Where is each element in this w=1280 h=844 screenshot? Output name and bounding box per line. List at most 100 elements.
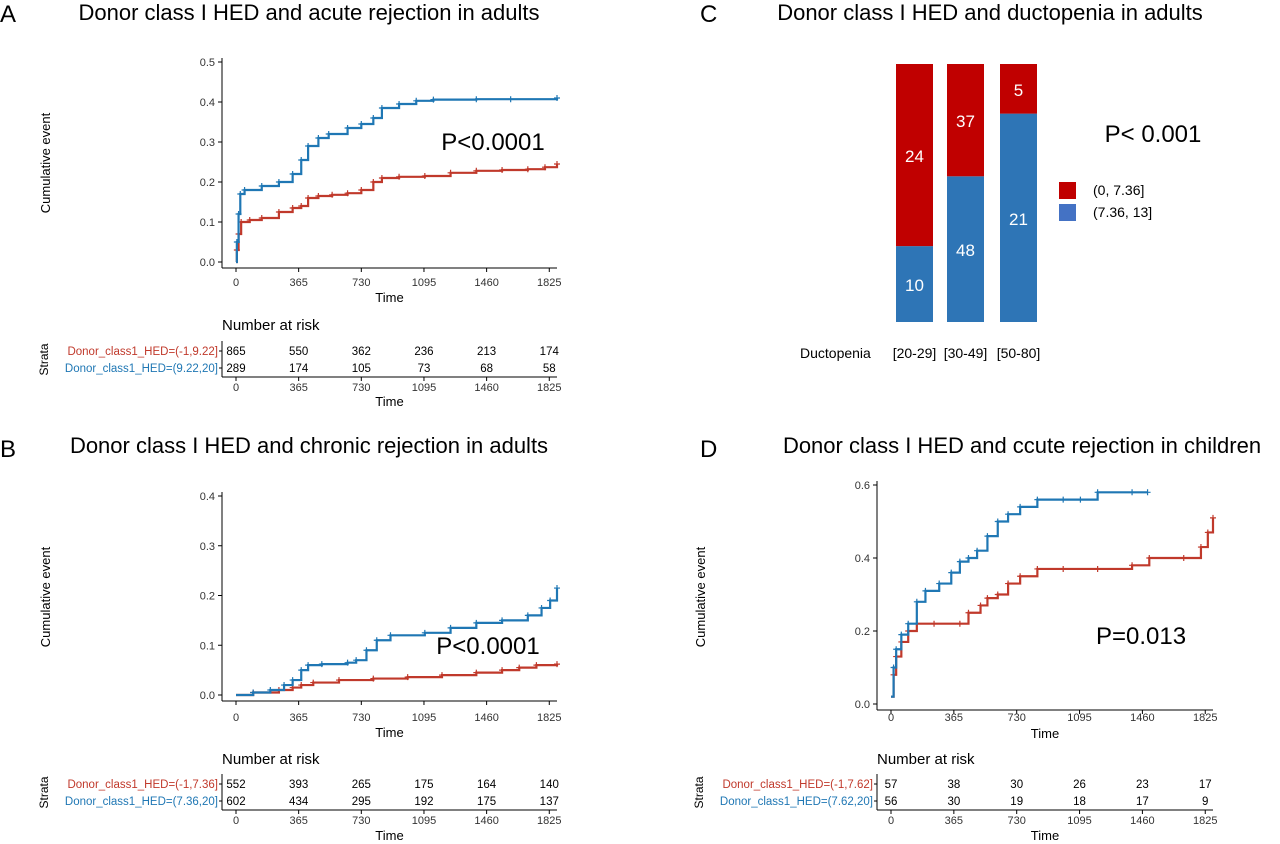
censor-mark [325,131,332,137]
censor-mark [258,215,265,221]
censor-mark [1094,489,1101,496]
censor-mark [974,547,981,554]
survival-curve-low [891,517,1215,698]
panel-letter: D [700,436,717,463]
strata-label: Strata [37,343,51,375]
censor-mark [421,173,428,179]
censor-mark [305,143,312,149]
censor-mark [246,217,253,223]
censor-mark [396,101,403,107]
risk-x-tick-label: 1825 [1193,815,1217,827]
risk-x-axis-label: Time [1031,828,1059,843]
censor-mark [499,667,506,674]
risk-count: 140 [540,779,559,791]
censor-mark [275,209,282,215]
category-label: [50-80] [997,345,1041,361]
y-tick-label: 0.3 [200,541,215,553]
km-panel-a: A Donor class I HED and acute rejection i… [0,0,562,409]
censor-mark [1144,489,1151,496]
x-tick-label: 1095 [1067,712,1091,724]
risk-x-tick-label: 0 [233,815,239,827]
chart-title: Donor class I HED and ductopenia in adul… [777,0,1203,25]
censor-mark [1197,544,1204,551]
censor-mark [344,190,351,197]
censor-mark [344,125,351,131]
censor-mark [922,587,929,594]
risk-x-tick-label: 1825 [537,815,561,827]
bar-segment-red [947,64,984,177]
risk-x-tick-label: 1095 [1067,815,1091,827]
censor-mark [913,598,920,605]
x-axis-label: Time [375,725,403,740]
censor-mark [373,637,380,644]
risk-count: 265 [352,779,371,791]
legend-label: (0, 7.36] [1093,182,1144,198]
censor-mark [533,662,540,669]
risk-x-axis-label: Time [375,828,403,843]
censor-mark [298,203,305,209]
censor-mark [541,164,548,171]
censor-mark [984,533,991,540]
risk-row-label: Donor_class1_HED=(7.36,20] [65,796,218,808]
censor-mark [370,115,377,121]
panel-letter: A [0,1,16,28]
censor-mark [977,602,984,609]
risk-count: 552 [226,779,245,791]
x-axis-label: Time [375,290,403,305]
risk-count: 17 [1199,779,1212,791]
risk-count: 175 [477,796,496,808]
censor-mark [1060,565,1067,572]
km-panel-b: B Donor class I HED and chronic rejection… [0,433,562,843]
censor-mark [524,166,531,173]
risk-count: 289 [226,363,245,375]
censor-mark [315,135,322,141]
risk-table: Number at risk Donor_class1_HED=(-1,7.36]… [37,751,562,843]
censor-mark [936,580,943,587]
x-tick-label: 1825 [1193,712,1217,724]
censor-mark [473,619,480,626]
x-tick-label: 1825 [537,277,561,289]
y-tick-label: 0.4 [855,553,870,565]
x-tick-label: 730 [352,277,370,289]
risk-x-tick-label: 1460 [474,815,498,827]
risk-count: 73 [418,363,431,375]
risk-x-tick-label: 1095 [412,382,436,394]
censor-mark [965,609,972,616]
censor-mark [370,179,377,185]
censor-mark [965,555,972,561]
risk-count: 30 [1010,779,1023,791]
y-tick-label: 0.4 [200,97,215,109]
censor-mark [473,669,480,676]
chart-title: Donor class I HED and ccute rejection in… [783,433,1261,458]
chart-title: Donor class I HED and acute rejection in… [78,0,539,25]
risk-count: 26 [1073,779,1086,791]
x-axis-label: Ductopenia [800,345,871,361]
censor-mark [358,187,365,193]
censor-mark [948,569,955,576]
bar-segment-blue [947,176,984,322]
censor-mark [1094,565,1101,572]
censor-mark [318,661,325,668]
risk-count: 38 [947,779,960,791]
risk-count: 550 [289,346,308,358]
censor-mark [956,620,963,627]
censor-mark [1180,555,1187,561]
censor-mark [538,604,545,611]
censor-mark [315,193,322,199]
censor-mark [233,239,240,245]
censor-mark [447,169,454,176]
censor-mark [378,175,385,181]
p-value-annotation: P<0.0001 [436,633,539,660]
survival-curve-high [235,98,559,264]
censor-mark [298,157,305,163]
censor-mark [956,558,963,565]
censor-mark [267,687,274,694]
risk-x-tick-label: 730 [352,382,370,394]
y-axis-label: Cumulative event [38,546,53,647]
censor-mark [421,629,428,636]
censor-mark [524,612,531,619]
censor-mark [329,191,336,198]
bar-segment-blue [896,246,933,322]
censor-mark [1034,496,1041,503]
risk-x-tick-label: 0 [888,815,894,827]
